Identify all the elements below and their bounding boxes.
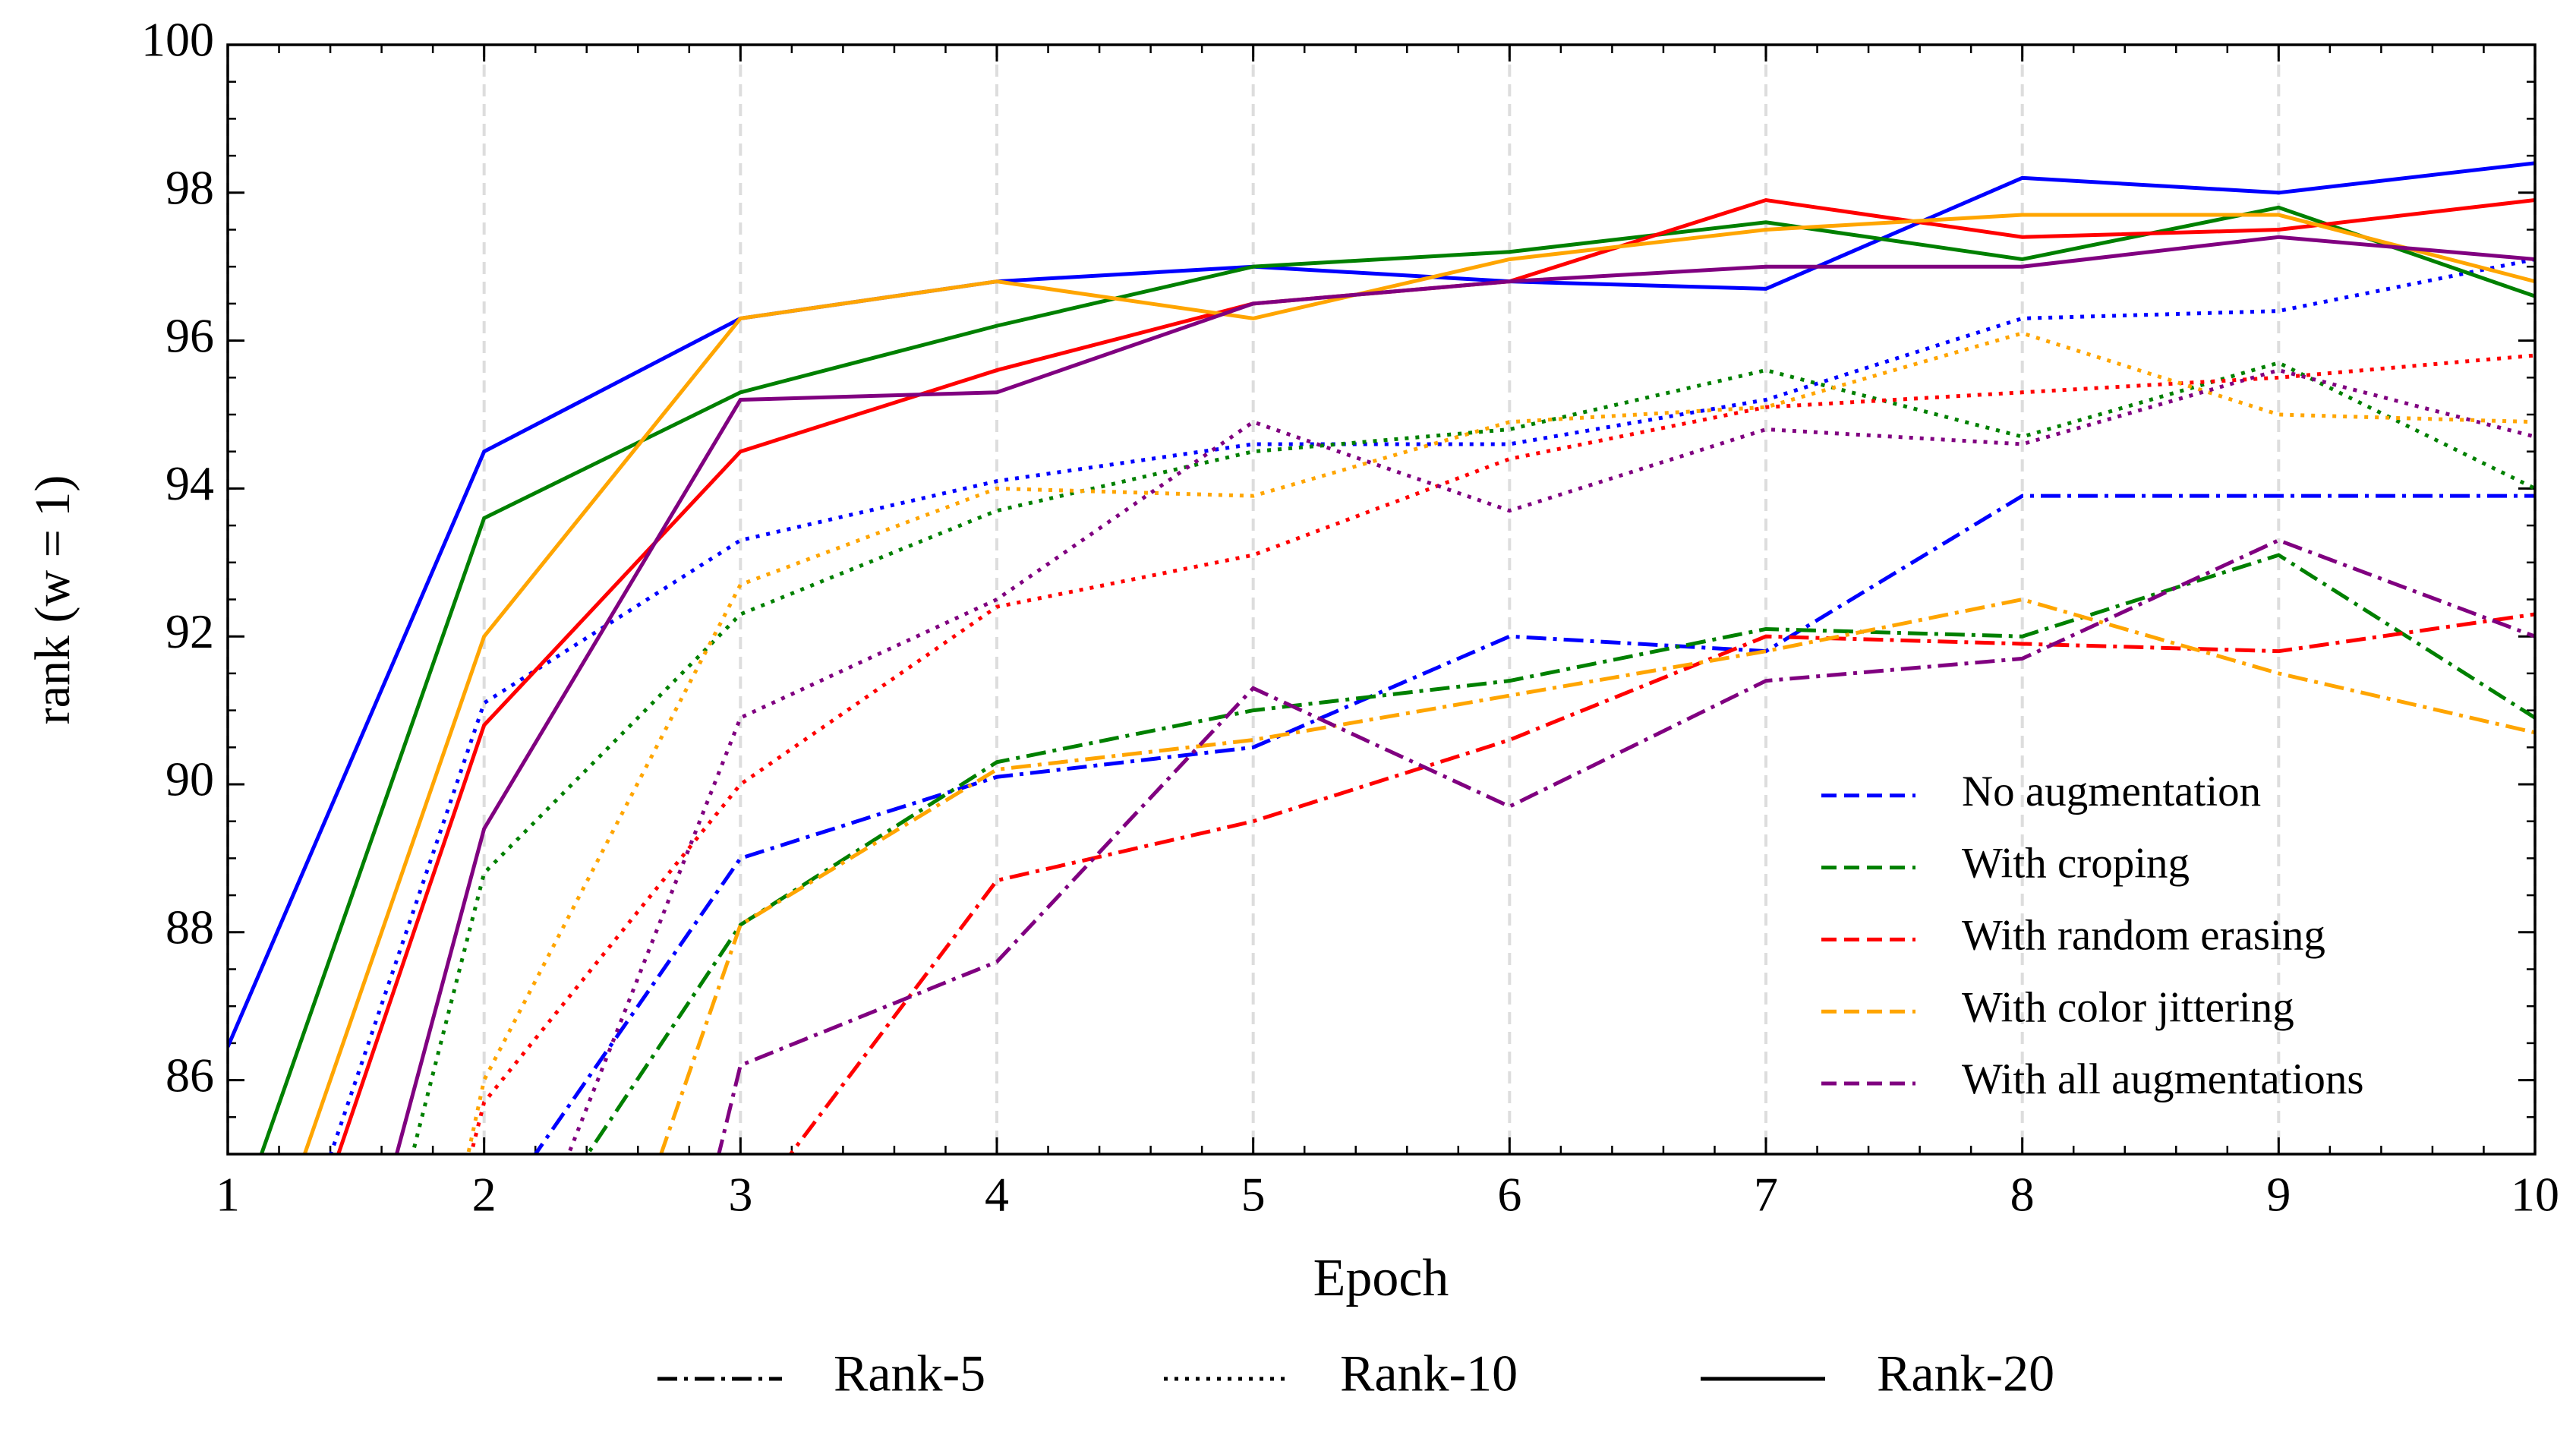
series-line: [585, 553, 2535, 1154]
x-tick-label: 10: [2511, 1168, 2559, 1222]
plot-lines: [228, 161, 2535, 1154]
legend-label: With random erasing: [1962, 911, 2325, 959]
series-line: [659, 597, 2535, 1154]
series-line: [394, 235, 2535, 1154]
x-tick-label: 9: [2266, 1168, 2291, 1222]
y-tick-label: 92: [166, 604, 214, 658]
y-tick-label: 98: [166, 160, 214, 214]
x-tick-label: 2: [472, 1168, 497, 1222]
series-line: [329, 257, 2535, 1154]
x-tick-label: 8: [2010, 1168, 2035, 1222]
series-line: [466, 331, 2535, 1154]
legend-label: With croping: [1962, 840, 2190, 888]
legend-label: With all augmentations: [1962, 1055, 2364, 1103]
style-legend-label: Rank-5: [834, 1345, 985, 1402]
x-tick-label: 5: [1241, 1168, 1266, 1222]
y-tick-label: 88: [166, 900, 214, 954]
y-tick-label: 86: [166, 1048, 214, 1102]
series-line: [228, 161, 2535, 1048]
series-line: [302, 213, 2535, 1154]
style-legend-label: Rank-20: [1877, 1345, 2054, 1402]
x-axis-label: Epoch: [1313, 1249, 1449, 1307]
series-line: [533, 494, 2535, 1154]
legend-label: No augmentation: [1962, 768, 2261, 815]
style-legend-label: Rank-10: [1340, 1345, 1518, 1402]
series-line: [468, 353, 2535, 1154]
series-line: [566, 367, 2535, 1154]
plot-frame: [226, 43, 2537, 1156]
x-tick-label: 7: [1754, 1168, 1778, 1222]
y-tick-label: 90: [166, 752, 214, 806]
legend-label: With color jittering: [1962, 983, 2294, 1031]
series-line: [717, 538, 2535, 1154]
x-tick-label: 6: [1497, 1168, 1521, 1222]
y-tick-label: 100: [141, 13, 214, 67]
x-tick-label: 4: [985, 1168, 1009, 1222]
y-tick-label: 94: [166, 456, 214, 510]
y-tick-label: 96: [166, 308, 214, 362]
series-line: [410, 361, 2535, 1154]
y-axis-label: rank (w = 1): [25, 475, 80, 725]
x-tick-label: 3: [728, 1168, 752, 1222]
series-line: [788, 612, 2535, 1154]
x-tick-label: 1: [216, 1168, 240, 1222]
